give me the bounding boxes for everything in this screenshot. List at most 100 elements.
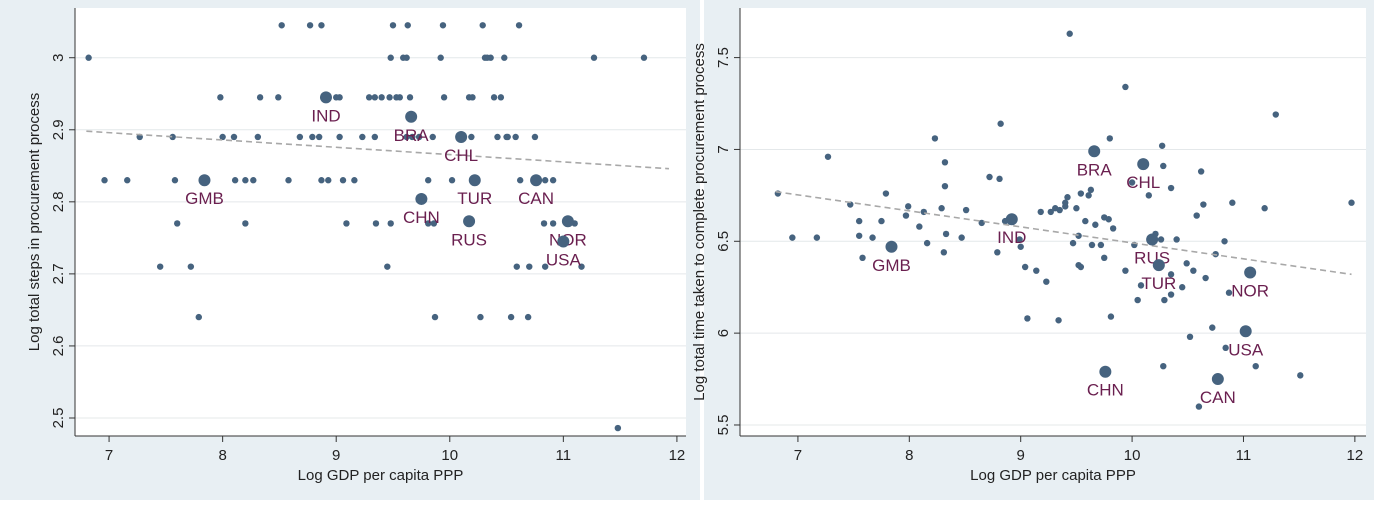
point bbox=[1195, 403, 1203, 410]
point bbox=[1197, 168, 1205, 175]
point bbox=[1085, 192, 1092, 199]
point bbox=[923, 239, 931, 247]
point bbox=[813, 234, 821, 241]
point bbox=[285, 177, 292, 184]
x-tick-label: 7 bbox=[105, 447, 113, 464]
point bbox=[343, 220, 350, 227]
point bbox=[962, 206, 970, 214]
point bbox=[1221, 238, 1228, 245]
point bbox=[902, 212, 910, 219]
point bbox=[1179, 284, 1186, 291]
point bbox=[549, 220, 557, 227]
point bbox=[359, 133, 366, 141]
point bbox=[614, 424, 622, 432]
fit-line bbox=[775, 190, 1352, 276]
point-label: TUR bbox=[1141, 274, 1176, 293]
point bbox=[540, 220, 548, 227]
point bbox=[403, 133, 410, 141]
point bbox=[1097, 241, 1105, 249]
point bbox=[882, 190, 890, 197]
point bbox=[256, 94, 264, 101]
point bbox=[1157, 236, 1165, 243]
point bbox=[448, 177, 456, 184]
y-tick-label: 2.5 bbox=[50, 408, 67, 429]
point bbox=[440, 94, 448, 101]
point bbox=[306, 22, 314, 29]
point bbox=[336, 133, 343, 141]
point bbox=[1077, 190, 1085, 197]
point bbox=[938, 205, 945, 212]
x-axis-label: Log GDP per capita PPP bbox=[970, 467, 1136, 484]
point bbox=[958, 234, 965, 241]
x-tick-label: 12 bbox=[669, 447, 686, 464]
point bbox=[437, 54, 444, 61]
point bbox=[855, 232, 863, 239]
point bbox=[997, 120, 1004, 127]
x-tick-label: 11 bbox=[1236, 447, 1252, 464]
point bbox=[250, 177, 257, 184]
highlight-point bbox=[1152, 259, 1165, 272]
plot-area bbox=[75, 8, 686, 436]
point bbox=[1101, 254, 1108, 262]
point-label: GMB bbox=[872, 256, 911, 275]
point-label: NOR bbox=[1231, 282, 1269, 301]
point bbox=[387, 220, 394, 227]
highlight-point bbox=[319, 91, 332, 104]
y-tick-label: 2.7 bbox=[50, 263, 67, 284]
point bbox=[526, 263, 533, 270]
point bbox=[1167, 184, 1175, 192]
plot-area bbox=[740, 8, 1366, 436]
point bbox=[1087, 186, 1095, 194]
point bbox=[1082, 217, 1089, 225]
point bbox=[309, 133, 316, 141]
point bbox=[878, 217, 885, 225]
point bbox=[396, 94, 404, 101]
point bbox=[549, 177, 557, 184]
point bbox=[996, 175, 1003, 183]
point bbox=[336, 94, 343, 101]
point bbox=[1161, 296, 1168, 304]
point bbox=[477, 313, 484, 321]
point bbox=[156, 263, 164, 270]
point bbox=[931, 135, 939, 142]
point bbox=[1109, 225, 1117, 232]
point bbox=[1183, 260, 1190, 267]
point bbox=[941, 159, 949, 166]
point-label: RUS bbox=[451, 230, 487, 249]
point-label: USA bbox=[546, 250, 582, 269]
point bbox=[1348, 199, 1355, 206]
point bbox=[1077, 263, 1085, 271]
point bbox=[1222, 344, 1229, 352]
point bbox=[869, 234, 876, 241]
point bbox=[1069, 239, 1077, 247]
point bbox=[1062, 199, 1069, 206]
highlight-point bbox=[561, 215, 574, 228]
point bbox=[1017, 243, 1024, 250]
point bbox=[389, 22, 397, 29]
point bbox=[325, 177, 332, 184]
point bbox=[318, 177, 325, 184]
point bbox=[515, 22, 523, 29]
point bbox=[1092, 221, 1099, 228]
point bbox=[195, 313, 202, 321]
point bbox=[242, 177, 249, 184]
point bbox=[101, 177, 108, 184]
point bbox=[318, 22, 325, 29]
point bbox=[169, 133, 176, 141]
point-label: IND bbox=[311, 106, 340, 125]
point bbox=[1167, 271, 1175, 278]
point bbox=[590, 54, 598, 61]
point bbox=[386, 94, 393, 101]
point bbox=[1037, 208, 1044, 216]
point bbox=[1073, 205, 1080, 212]
point bbox=[1173, 236, 1180, 243]
point bbox=[406, 94, 414, 101]
point bbox=[940, 249, 948, 256]
point-label: GMB bbox=[185, 189, 224, 208]
point bbox=[1229, 199, 1236, 206]
y-tick-label: 6 bbox=[715, 329, 732, 337]
highlight-point bbox=[885, 240, 898, 253]
point bbox=[439, 22, 447, 29]
x-tick-label: 10 bbox=[1124, 447, 1141, 464]
point bbox=[1106, 135, 1114, 142]
